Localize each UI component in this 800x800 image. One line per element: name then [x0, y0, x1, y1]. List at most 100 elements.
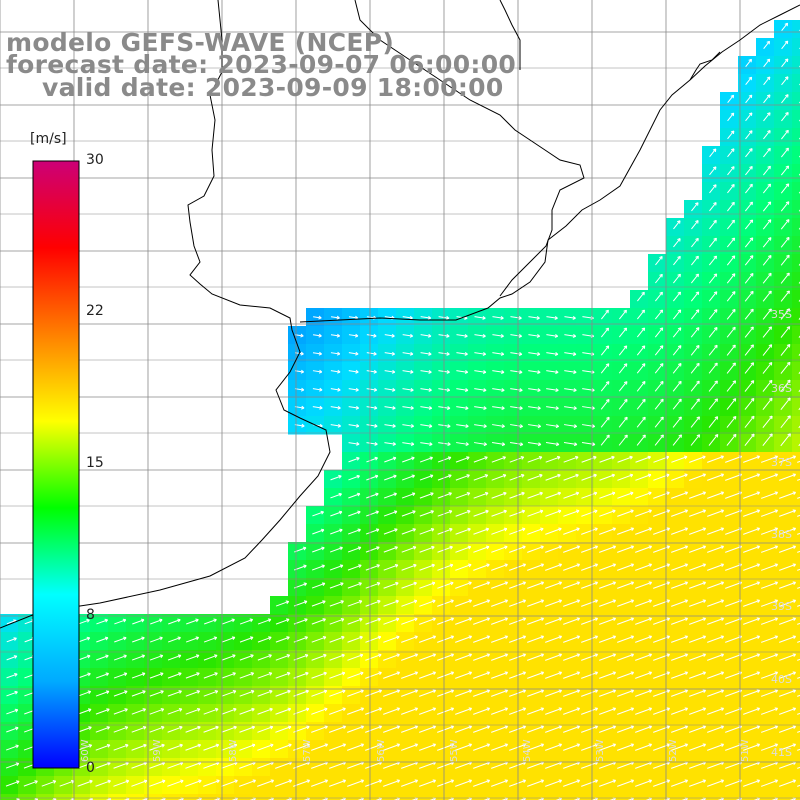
wind-cell: [792, 218, 800, 237]
colorbar-tick: 22: [86, 303, 104, 319]
wind-cell: [198, 794, 217, 800]
wind-cell: [270, 794, 289, 800]
wind-arrow: [545, 442, 560, 447]
wind-arrow: [690, 416, 700, 428]
lon-label: 51W: [740, 739, 751, 762]
wind-cell: [18, 794, 37, 800]
wind-arrow: [726, 291, 736, 302]
wind-arrow: [744, 362, 755, 374]
wind-arrow: [745, 58, 752, 68]
wind-arrow: [366, 405, 378, 410]
wind-arrow: [474, 352, 487, 356]
wind-arrow: [672, 309, 682, 320]
wind-cell: [594, 794, 613, 800]
wind-arrow: [781, 22, 789, 32]
wind-cell: [792, 398, 800, 417]
wind-arrow: [763, 130, 771, 140]
wind-arrow: [781, 129, 789, 140]
wind-cell: [792, 254, 800, 273]
wind-arrow: [528, 334, 541, 338]
wind-arrow: [690, 398, 700, 410]
wind-arrow: [708, 309, 718, 320]
wind-arrow: [618, 398, 628, 410]
wind-arrow: [763, 40, 771, 50]
wind-arrow: [474, 406, 487, 411]
wind-arrow: [546, 334, 559, 338]
wind-cell: [792, 542, 800, 561]
wind-cell: [792, 794, 800, 800]
wind-cell: [792, 380, 800, 399]
wind-arrow: [780, 236, 790, 248]
wind-arrow: [330, 315, 340, 320]
wind-arrow: [636, 398, 646, 410]
wind-arrow: [384, 423, 396, 428]
lon-label: 59W: [152, 739, 163, 762]
wind-arrow: [672, 291, 682, 302]
wind-arrow: [780, 147, 789, 158]
wind-cell: [180, 794, 199, 800]
wind-arrow: [384, 369, 396, 374]
wind-arrow: [708, 362, 718, 374]
wind-arrow: [528, 370, 541, 374]
wind-arrow: [763, 94, 771, 104]
wind-arrow: [690, 327, 700, 338]
wind-cell: [792, 362, 800, 381]
wind-arrow: [600, 363, 610, 374]
wind-arrow: [672, 398, 682, 410]
wind-arrow: [744, 255, 754, 266]
wind-arrow: [708, 326, 718, 338]
wind-arrow: [745, 183, 753, 194]
wind-arrow: [726, 380, 737, 392]
colorbar-unit: [m/s]: [30, 131, 67, 147]
wind-arrow: [708, 416, 719, 428]
wind-cell: [252, 794, 271, 800]
wind-arrow: [673, 238, 681, 248]
wind-arrow: [654, 398, 664, 410]
wind-arrow: [654, 291, 663, 302]
wind-arrow: [402, 351, 414, 356]
wind-arrow: [691, 202, 699, 212]
wind-cell: [792, 20, 800, 39]
wind-cell: [792, 650, 800, 669]
wind-arrow: [780, 201, 790, 212]
wind-arrow: [618, 363, 628, 374]
wind-arrow: [726, 362, 736, 374]
lon-label: 52W: [668, 739, 679, 762]
wind-arrow: [474, 333, 486, 338]
wind-arrow: [420, 406, 433, 410]
lat-label: 38S: [771, 528, 792, 541]
wind-cell: [792, 326, 800, 345]
wind-cell: [792, 524, 800, 543]
wind-arrow: [690, 309, 700, 320]
wind-arrow: [456, 406, 469, 410]
wind-arrow: [762, 165, 771, 176]
wind-arrow: [780, 361, 791, 374]
wind-arrow: [726, 344, 736, 356]
wind-cell: [792, 146, 800, 165]
wind-arrow: [690, 380, 700, 392]
wind-arrow: [366, 369, 377, 374]
wind-arrow: [727, 130, 735, 140]
wind-arrow: [762, 219, 772, 230]
wind-cell: [792, 596, 800, 615]
wind-cell: [396, 794, 415, 800]
wind-cell: [792, 488, 800, 507]
wind-arrow: [294, 387, 305, 392]
wind-arrow: [330, 369, 341, 374]
wind-arrow: [708, 344, 718, 356]
wind-arrow: [312, 387, 323, 392]
wind-cell: [648, 794, 667, 800]
wind-arrow: [348, 351, 359, 356]
wind-arrow: [780, 254, 790, 266]
wind-arrow: [510, 315, 522, 320]
wind-arrow: [762, 183, 772, 194]
wind-arrow: [456, 370, 469, 374]
wind-arrow: [744, 219, 754, 230]
wind-arrow: [745, 130, 753, 140]
wind-cell: [792, 470, 800, 489]
wind-arrow: [474, 388, 487, 392]
wind-arrow: [709, 148, 717, 158]
wind-arrow: [744, 344, 754, 356]
wind-arrow: [762, 415, 773, 429]
